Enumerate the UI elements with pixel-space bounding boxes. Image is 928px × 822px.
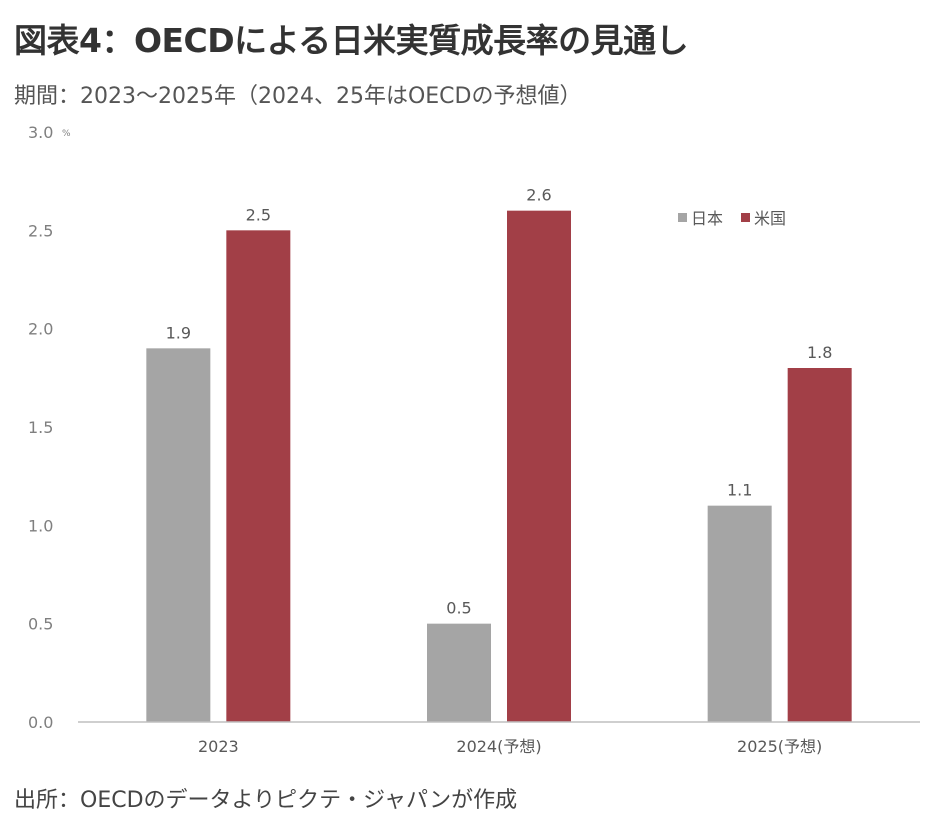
- chart-title: 図表4：OECDによる日米実質成長率の見通し: [14, 21, 689, 60]
- legend-label: 米国: [754, 209, 786, 228]
- y-tick-label: 0.0: [28, 713, 53, 732]
- x-tick-label: 2025(予想): [737, 737, 822, 756]
- legend-swatch: [741, 213, 750, 222]
- data-label: 0.5: [446, 599, 471, 618]
- y-tick-label: 2.0: [28, 320, 53, 339]
- x-axis-ticks: 2023 2024(予想) 2025(予想): [198, 737, 822, 756]
- x-tick-label: 2023: [198, 737, 239, 756]
- y-tick-label: 1.0: [28, 516, 53, 535]
- y-unit-label: %: [62, 129, 71, 139]
- y-axis-ticks: 0.0 0.5 1.0 1.5 2.0 2.5 3.0%: [28, 123, 71, 732]
- bar-japan-0: [146, 348, 211, 722]
- bars: [146, 210, 852, 723]
- y-tick-label: 3.0: [28, 123, 53, 142]
- y-tick-label: 2.5: [28, 221, 53, 240]
- y-tick-label: 0.5: [28, 615, 53, 634]
- legend: 日本 米国: [678, 209, 786, 228]
- source-note: 出所：OECDのデータよりピクテ・ジャパンが作成: [14, 788, 518, 813]
- data-label: 2.5: [246, 205, 271, 224]
- bar-us-2: [787, 368, 852, 722]
- legend-swatch: [678, 213, 687, 222]
- chart-subtitle: 期間：2023～2025年（2024、25年はOECDの予想値）: [14, 84, 582, 109]
- bar-us-1: [507, 210, 571, 722]
- data-label: 1.9: [166, 323, 191, 342]
- x-tick-label: 2024(予想): [456, 737, 541, 756]
- bar-japan-2: [707, 505, 772, 722]
- bar-us-0: [226, 230, 291, 723]
- data-label: 1.8: [807, 343, 832, 362]
- data-label: 2.6: [526, 186, 551, 205]
- y-tick-label: 1.5: [28, 418, 53, 437]
- legend-label: 日本: [691, 209, 723, 228]
- data-labels: 1.9 2.5 0.5 2.6 1.1 1.8: [166, 186, 833, 618]
- bar-japan-1: [427, 623, 491, 722]
- data-label: 1.1: [727, 481, 752, 500]
